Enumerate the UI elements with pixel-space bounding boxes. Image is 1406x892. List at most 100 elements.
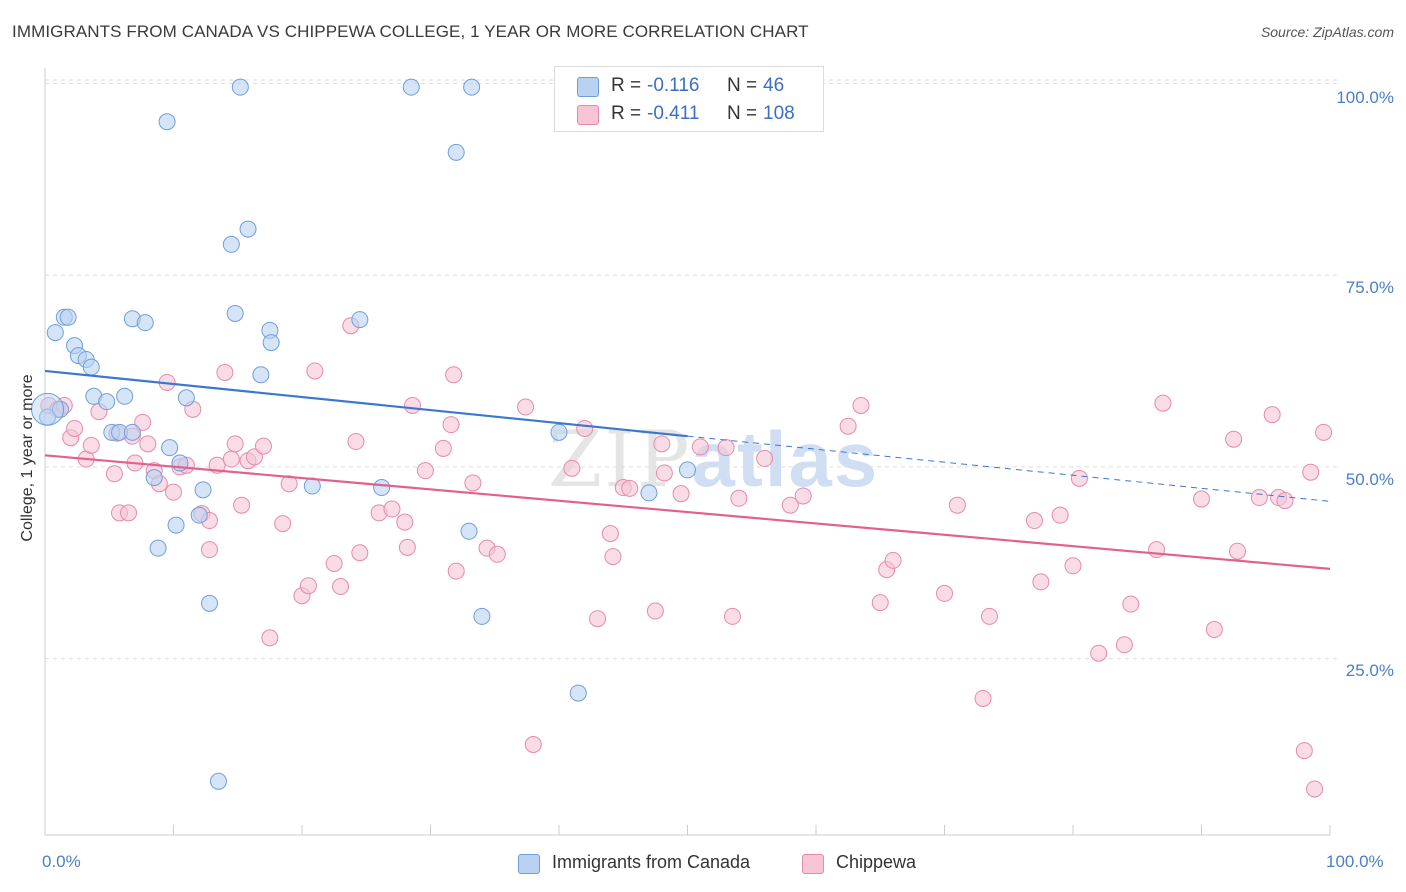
x-tick-label-100: 100.0% <box>1326 852 1384 871</box>
chippewa-point <box>1315 423 1333 441</box>
chippewa-point <box>1070 469 1088 487</box>
canada-point <box>373 479 391 497</box>
chippewa-point <box>139 435 157 453</box>
chippewa-point <box>717 439 735 457</box>
canada-point <box>116 387 134 405</box>
chippewa-point <box>781 496 799 514</box>
chippewa-point <box>884 551 902 569</box>
chippewa-point <box>120 504 138 522</box>
chippewa-point <box>948 496 966 514</box>
canada-point <box>51 400 69 418</box>
chippewa-point <box>1302 463 1320 481</box>
canada-point-large <box>31 392 65 426</box>
canada-point <box>460 522 478 540</box>
chippewa-point <box>601 525 619 543</box>
chippewa-point <box>655 464 673 482</box>
chippewa-point <box>974 689 992 707</box>
chippewa-point <box>852 396 870 414</box>
chippewa-point <box>383 500 401 518</box>
chippewa-point <box>723 607 741 625</box>
canada-point <box>402 78 420 96</box>
chippewa-point <box>1295 742 1313 760</box>
chippewa-point <box>1025 512 1043 530</box>
chippewa-point <box>442 416 460 434</box>
y-tick-label-25: 25.0% <box>1345 661 1394 680</box>
chippewa-point <box>216 363 234 381</box>
pink-swatch-icon <box>802 854 824 874</box>
canada-point <box>262 334 280 352</box>
canada-point <box>136 314 154 332</box>
chippewa-point <box>434 439 452 457</box>
blue-swatch-icon <box>577 77 599 97</box>
n-label: N = <box>727 103 758 124</box>
n-label: N = <box>727 75 758 96</box>
canada-point <box>463 78 481 96</box>
canada-point <box>679 461 696 479</box>
chippewa-point <box>1090 644 1108 662</box>
chippewa-point <box>1263 406 1281 424</box>
canada-point <box>161 439 179 457</box>
chippewa-point <box>980 607 998 625</box>
blue-swatch-icon <box>518 854 540 874</box>
chippewa-point <box>517 398 535 416</box>
chippewa-point <box>794 487 812 505</box>
canada-point <box>46 324 64 342</box>
chippewa-point <box>165 483 182 501</box>
chippewa-point <box>226 435 244 453</box>
chippewa-point <box>1225 430 1243 448</box>
chippewa-point <box>646 602 664 620</box>
chippewa-point <box>1250 489 1268 507</box>
chippewa-point <box>404 396 422 414</box>
canada-point <box>447 143 465 161</box>
chippewa-point <box>200 541 218 559</box>
canada-point <box>194 481 212 499</box>
canada-point <box>190 506 208 524</box>
chippewa-point <box>398 538 416 556</box>
chippewa-point <box>66 419 84 437</box>
canada-point <box>239 220 257 238</box>
chippewa-point <box>1205 620 1223 638</box>
canada-point <box>158 113 176 131</box>
chippewa-point <box>871 594 889 612</box>
chippewa-point <box>691 438 709 456</box>
y-tick-label-50: 50.0% <box>1345 470 1394 489</box>
x-tick-label-0: 0.0% <box>42 852 81 871</box>
r-value: -0.411 <box>647 103 700 124</box>
chippewa-point <box>1064 557 1082 575</box>
chippewa-point <box>254 437 272 455</box>
chippewa-point <box>672 485 690 503</box>
chippewa-point <box>447 562 465 580</box>
canada-point <box>222 235 240 253</box>
chart-title: IMMIGRANTS FROM CANADA VS CHIPPEWA COLLE… <box>12 22 809 41</box>
canada-point <box>252 366 270 384</box>
chippewa-point <box>351 544 369 562</box>
n-value: 46 <box>763 75 785 96</box>
chippewa-point <box>839 417 857 435</box>
chippewa-point <box>563 459 581 477</box>
chippewa-point <box>1122 595 1140 613</box>
chippewa-point <box>233 496 251 514</box>
chippewa-point <box>1032 573 1050 591</box>
canada-point <box>200 594 218 612</box>
pink-swatch-icon <box>577 105 599 125</box>
chippewa-point <box>1051 506 1069 524</box>
chippewa-point <box>274 515 292 533</box>
canada-point <box>550 423 568 441</box>
canada-point <box>82 358 100 376</box>
chippewa-point <box>1228 542 1246 560</box>
chippewa-point <box>730 489 748 507</box>
canada-point <box>98 393 116 411</box>
canada-point <box>226 304 244 322</box>
chippewa-point <box>756 449 774 467</box>
canada-point <box>167 516 185 534</box>
chippewa-point <box>280 475 298 493</box>
canada-point <box>123 423 141 441</box>
chippewa-point <box>936 584 953 602</box>
legend-label: Immigrants from Canada <box>552 852 751 872</box>
chippewa-point <box>105 465 123 483</box>
chippewa-point <box>325 554 343 572</box>
chippewa-point <box>82 436 100 454</box>
chippewa-point <box>621 479 639 497</box>
chippewa-point <box>604 548 622 566</box>
legend-label: Chippewa <box>836 852 917 872</box>
